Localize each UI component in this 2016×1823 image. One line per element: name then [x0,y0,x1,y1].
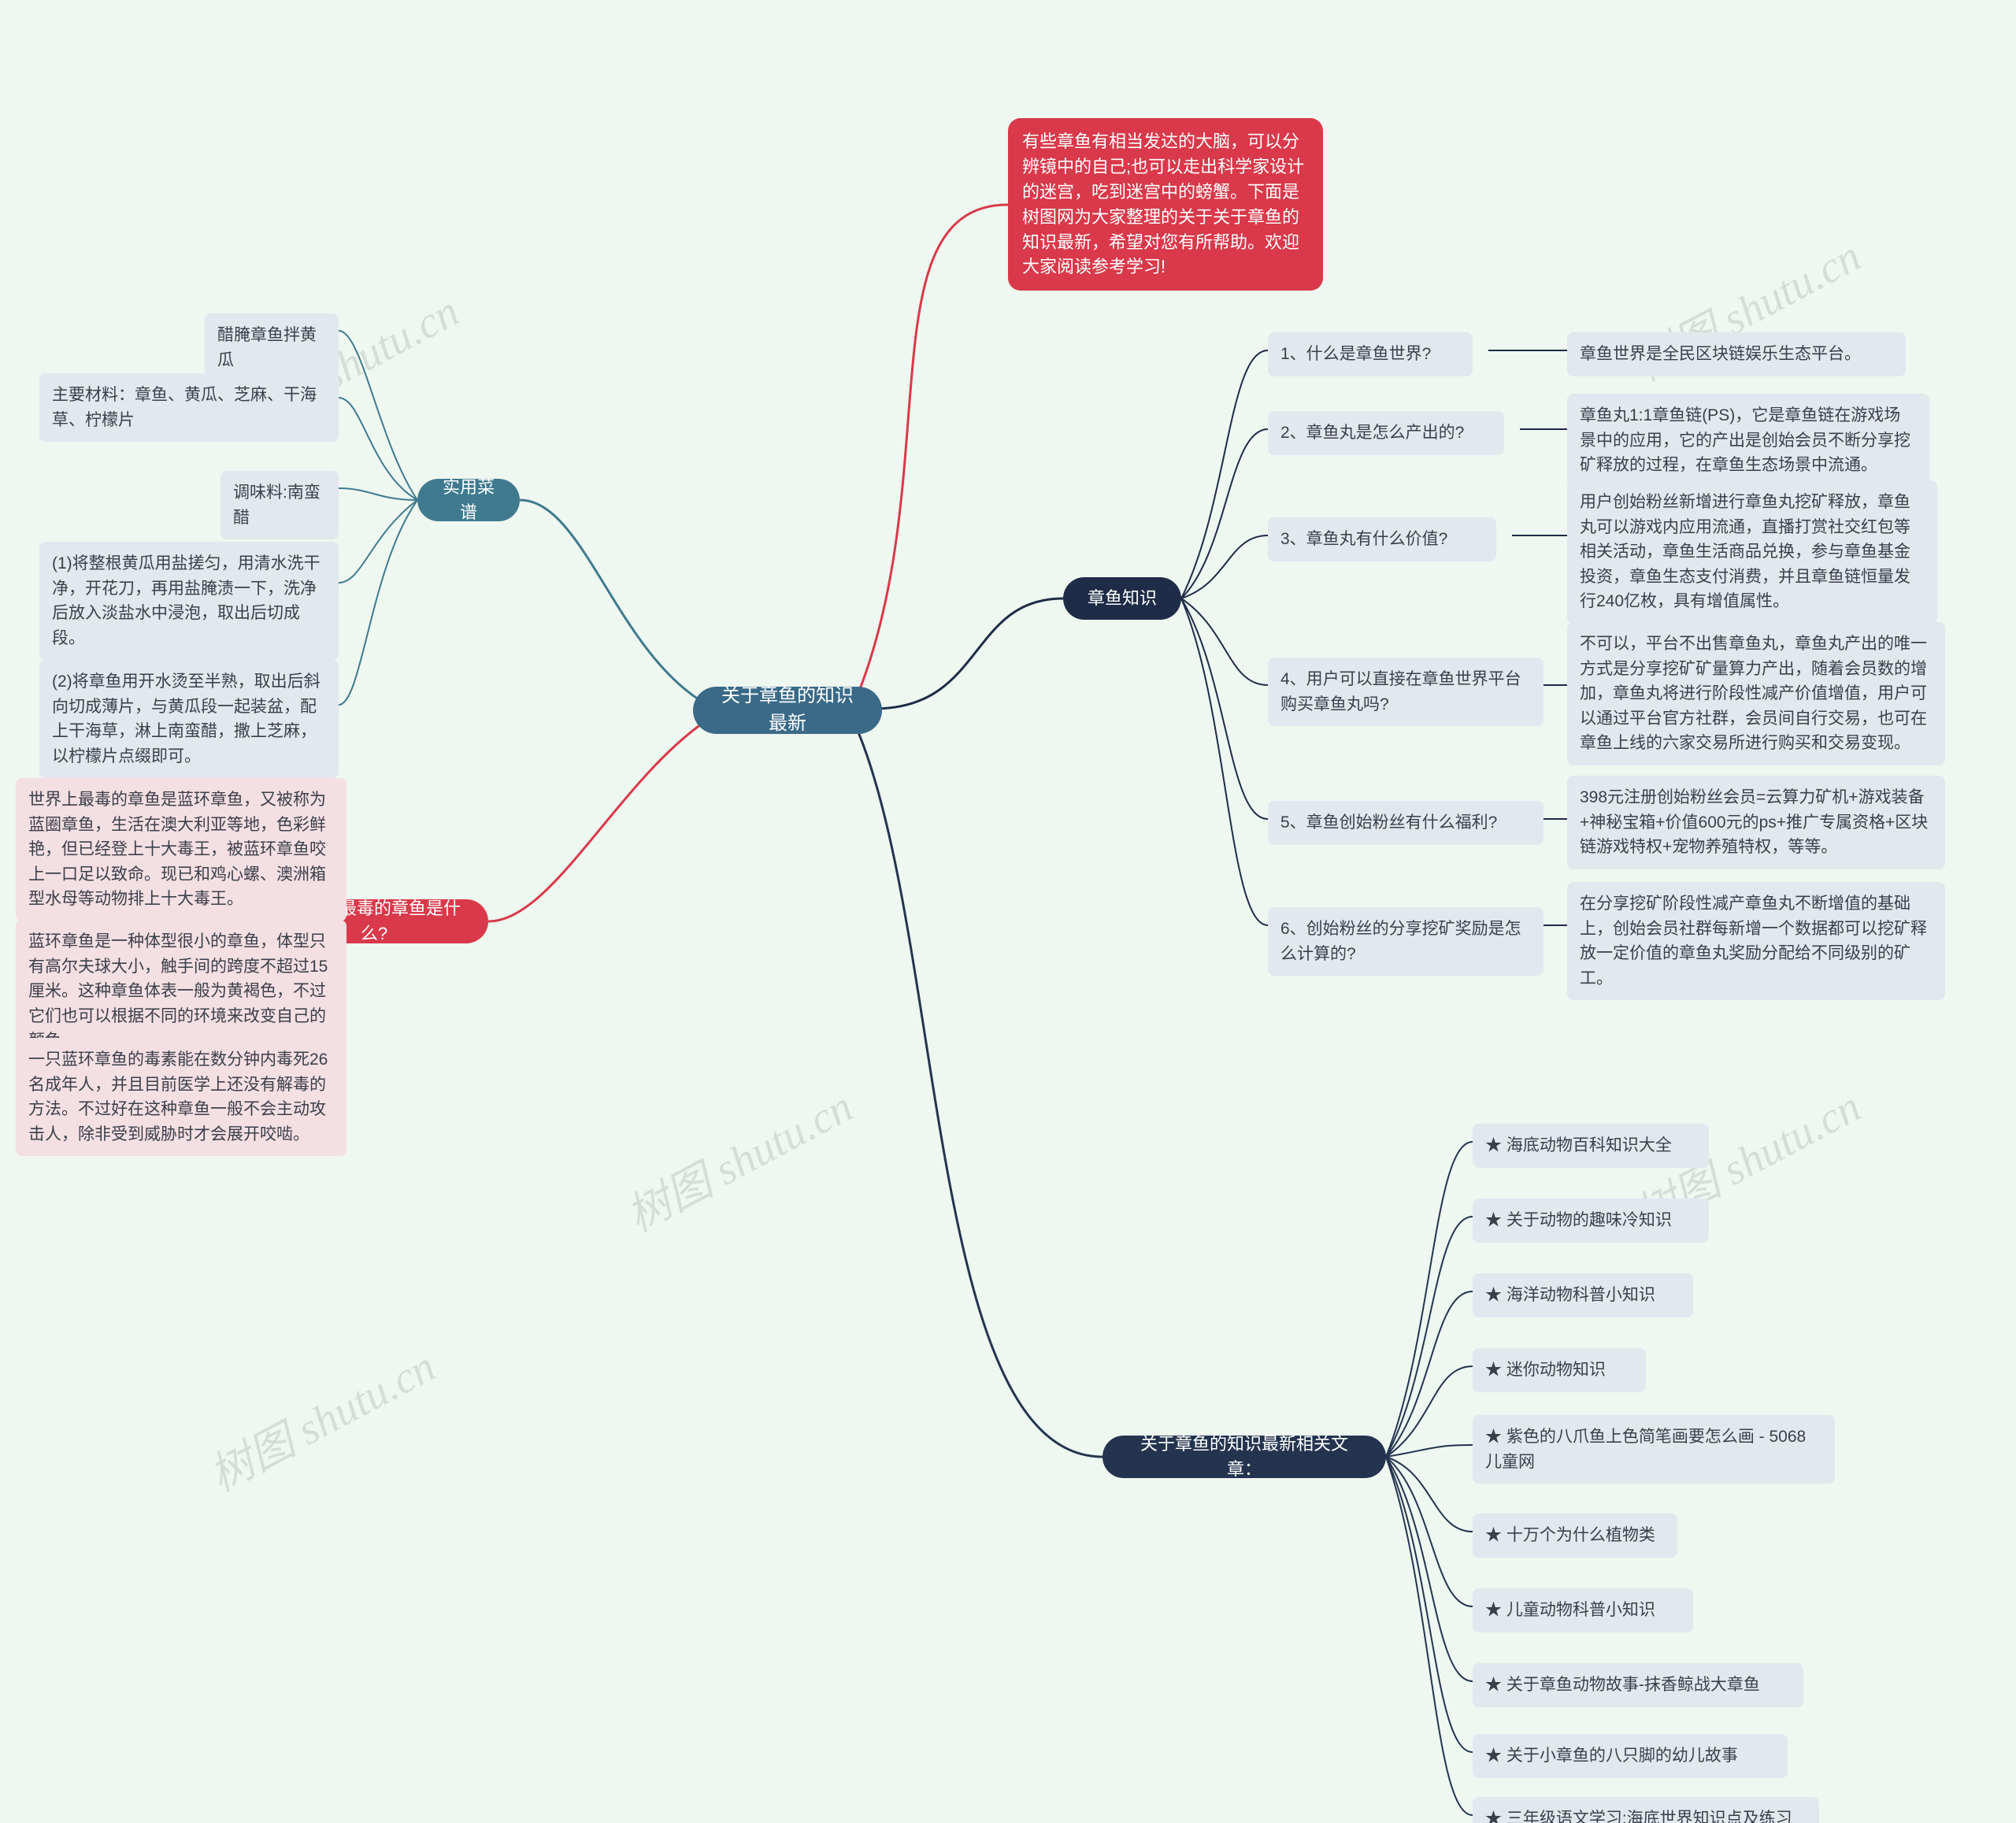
branch-recipes[interactable]: 实用菜谱 [417,479,520,521]
knowledge-q: 1、什么是章鱼世界? [1268,332,1473,376]
related-leaf: ★ 迷你动物知识 [1473,1348,1646,1392]
knowledge-q: 6、创始粉丝的分享挖矿奖励是怎么计算的? [1268,907,1544,976]
related-leaf: ★ 紫色的八爪鱼上色简笔画要怎么画 - 5068儿童网 [1473,1415,1835,1484]
branch-knowledge[interactable]: 章鱼知识 [1063,577,1181,620]
knowledge-a: 不可以，平台不出售章鱼丸，章鱼丸产出的唯一方式是分享挖矿矿量算力产出，随着会员数… [1567,622,1945,765]
poison-leaf: 世界上最毒的章鱼是蓝环章鱼，又被称为蓝圈章鱼，生活在澳大利亚等地，色彩鲜艳，但已… [16,778,346,921]
watermark: 树图 shutu.cn [613,1072,862,1244]
knowledge-q: 3、章鱼丸有什么价值? [1268,517,1496,561]
knowledge-q: 2、章鱼丸是怎么产出的? [1268,411,1504,455]
recipe-leaf: 主要材料：章鱼、黄瓜、芝麻、干海草、柠檬片 [39,373,339,442]
knowledge-a: 章鱼丸1:1章鱼链(PS)，它是章鱼链在游戏场景中的应用，它的产出是创始会员不断… [1567,394,1929,487]
related-leaf: ★ 十万个为什么植物类 [1473,1514,1677,1558]
knowledge-q: 5、章鱼创始粉丝有什么福利? [1268,801,1544,845]
mindmap-canvas: 树图 shutu.cn 树图 shutu.cn 树图 shutu.cn 树图 s… [0,0,2016,1823]
recipe-leaf: (1)将整根黄瓜用盐搓匀，用清水洗干净，开花刀，再用盐腌渍一下，洗净后放入淡盐水… [39,542,339,660]
recipe-leaf: 醋腌章鱼拌黄瓜 [205,313,339,382]
related-leaf: ★ 海底动物百科知识大全 [1473,1124,1709,1168]
recipe-leaf: (2)将章鱼用开水烫至半熟，取出后斜向切成薄片，与黄瓜段一起装盆，配上干海草，淋… [39,660,339,778]
knowledge-a: 在分享挖矿阶段性减产章鱼丸不断增值的基础上，创始会员社群每新增一个数据都可以挖矿… [1567,882,1945,1000]
knowledge-a: 398元注册创始粉丝会员=云算力矿机+游戏装备+神秘宝箱+价值600元的ps+推… [1567,776,1945,869]
related-leaf: ★ 关于动物的趣味冷知识 [1473,1199,1709,1243]
intro-node: 有些章鱼有相当发达的大脑，可以分辨镜中的自己;也可以走出科学家设计的迷宫，吃到迷… [1008,118,1323,291]
knowledge-a: 用户创始粉丝新增进行章鱼丸挖矿释放，章鱼丸可以游戏内应用流通，直播打赏社交红包等… [1567,480,1937,624]
related-leaf: ★ 海洋动物科普小知识 [1473,1273,1693,1317]
knowledge-q: 4、用户可以直接在章鱼世界平台购买章鱼丸吗? [1268,658,1544,726]
related-leaf: ★ 儿童动物科普小知识 [1473,1588,1693,1632]
branch-related[interactable]: 关于章鱼的知识最新相关文章： [1102,1436,1386,1478]
recipe-leaf: 调味料:南蛮醋 [220,471,339,539]
watermark: 树图 shutu.cn [196,1332,444,1504]
poison-leaf: 一只蓝环章鱼的毒素能在数分钟内毒死26名成年人，并且目前医学上还没有解毒的方法。… [16,1038,346,1156]
related-leaf: ★ 三年级语文学习:海底世界知识点及练习 [1473,1797,1819,1823]
root-node[interactable]: 关于章鱼的知识最新 [693,687,882,734]
related-leaf: ★ 关于小章鱼的八只脚的幼儿故事 [1473,1734,1788,1778]
related-leaf: ★ 关于章鱼动物故事-抹香鲸战大章鱼 [1473,1663,1803,1707]
knowledge-a: 章鱼世界是全民区块链娱乐生态平台。 [1567,332,1906,376]
